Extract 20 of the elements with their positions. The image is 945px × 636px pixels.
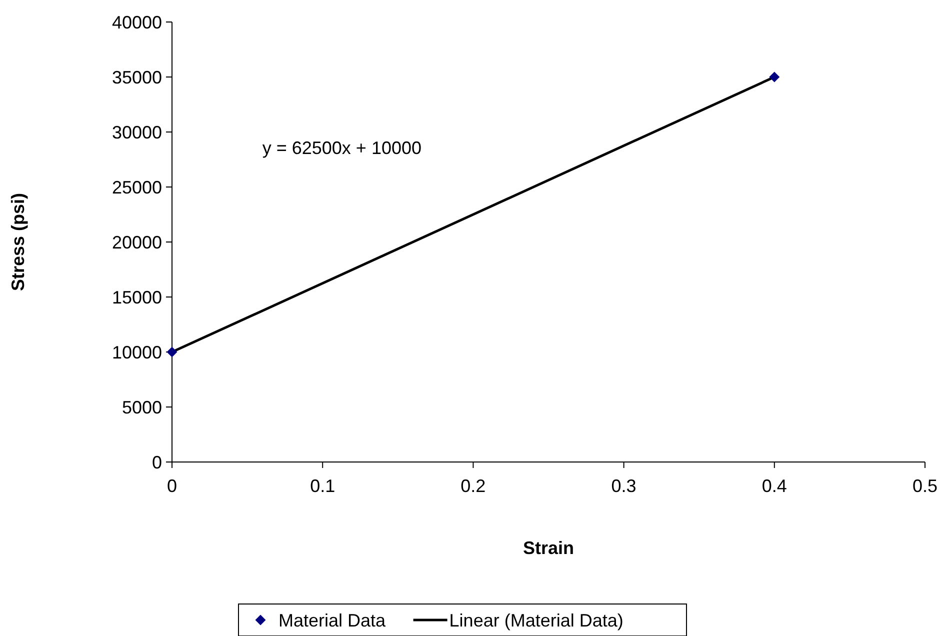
legend-label: Material Data [278,610,387,630]
x-axis-title: Strain [522,538,574,558]
y-tick-label: 10000 [112,342,162,362]
y-axis-title: Stress (psi) [8,192,28,292]
y-tick-label: 30000 [112,122,162,142]
y-tick-label: 35000 [112,67,162,88]
y-tick-label: 25000 [112,177,162,198]
y-tick-label: 0 [152,452,162,472]
y-tick-label: 20000 [112,232,162,252]
x-tick-label: 0.1 [310,476,336,496]
y-tick-label: 15000 [112,287,162,308]
x-tick-label: 0.5 [912,476,938,496]
x-tick-label: 0 [166,476,178,496]
x-tick-label: 0.3 [611,476,636,496]
y-tick-label: 5000 [122,397,162,418]
legend-label: Linear (Material Data) [449,610,624,630]
x-tick-label: 0.2 [460,476,486,496]
x-tick-label: 0.4 [762,476,787,496]
annotation: y = 62500x + 10000 [262,138,422,158]
y-tick-label: 40000 [112,12,162,32]
